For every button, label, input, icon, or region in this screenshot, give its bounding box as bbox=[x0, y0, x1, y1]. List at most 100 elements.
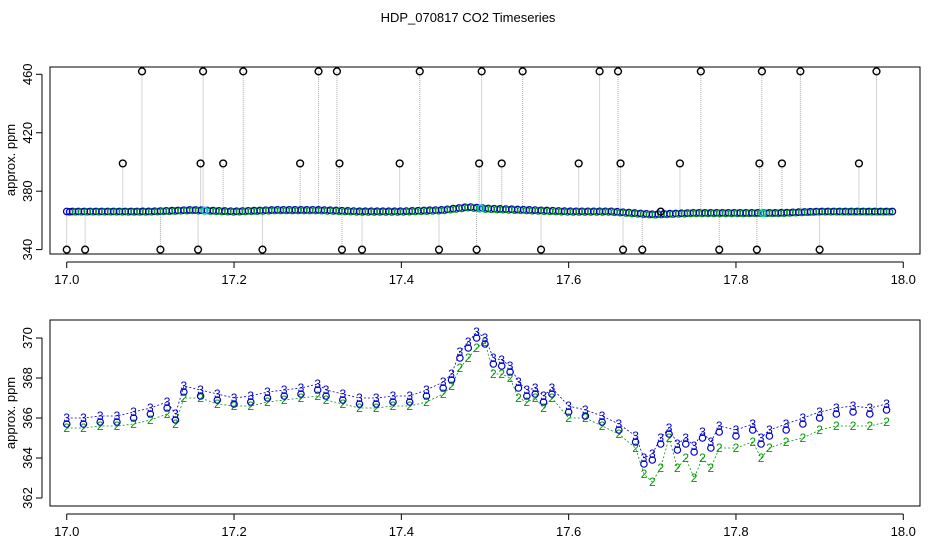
series-2-point: 2 bbox=[766, 441, 773, 455]
series-2-point: 2 bbox=[147, 413, 154, 427]
series-3-point: 3 bbox=[582, 403, 589, 417]
series-3-point: 3 bbox=[515, 375, 522, 389]
series-2-point: 2 bbox=[197, 391, 204, 405]
series-2-point: 2 bbox=[390, 399, 397, 413]
series-3-point: 3 bbox=[339, 387, 346, 401]
series-2-point: 2 bbox=[264, 395, 271, 409]
outlier-point bbox=[332, 67, 342, 76]
series-3-circle bbox=[882, 406, 891, 414]
series-3-point: 3 bbox=[490, 351, 497, 365]
series-3-point: 3 bbox=[498, 353, 505, 367]
series-2-point: 2 bbox=[114, 419, 121, 433]
series-2-point: 2 bbox=[323, 393, 330, 407]
series-2-point: 2 bbox=[490, 367, 497, 381]
series-3-point: 3 bbox=[63, 411, 70, 425]
x-tick-label: 17.0 bbox=[54, 524, 79, 539]
series-3-circle bbox=[581, 412, 590, 420]
outlier-point bbox=[219, 159, 228, 168]
series-3-point: 3 bbox=[247, 389, 254, 403]
series-3-circle bbox=[163, 404, 171, 412]
series-3-point: 3 bbox=[850, 399, 857, 413]
series-3-point: 3 bbox=[465, 335, 472, 349]
series-2-point: 2 bbox=[582, 411, 589, 425]
series-3-point: 3 bbox=[666, 421, 673, 435]
series-2-line bbox=[66, 341, 887, 483]
series-3-circle bbox=[715, 428, 724, 436]
series-3-point: 3 bbox=[783, 417, 790, 431]
outlier-point bbox=[518, 67, 527, 76]
series-3-circle bbox=[681, 440, 690, 448]
series-3-point: 3 bbox=[457, 345, 464, 359]
top-y-axis-label: approx. ppm bbox=[3, 124, 18, 196]
y-tick-label: 460 bbox=[20, 63, 35, 85]
series-3-point: 3 bbox=[708, 435, 715, 449]
series-3-point: 3 bbox=[406, 389, 413, 403]
series-3-point: 3 bbox=[164, 395, 171, 409]
series-3-point: 3 bbox=[423, 383, 430, 397]
series-3-circle bbox=[631, 438, 640, 446]
series-2-point: 2 bbox=[716, 441, 723, 455]
series-3-circle bbox=[506, 368, 514, 376]
series-3-circle bbox=[514, 384, 523, 392]
series-2-point: 2 bbox=[649, 475, 656, 489]
series-3-point: 3 bbox=[356, 391, 363, 405]
series-2-point: 2 bbox=[758, 451, 765, 465]
series-3-point: 3 bbox=[482, 331, 489, 345]
outlier-point bbox=[193, 245, 203, 254]
x-tick-label: 17.8 bbox=[723, 272, 748, 287]
series-3-circle bbox=[456, 354, 464, 362]
series-3-circle bbox=[472, 334, 481, 342]
series-3-point: 3 bbox=[766, 423, 773, 437]
series-3-point: 3 bbox=[699, 425, 706, 439]
outlier-point bbox=[696, 67, 705, 76]
series-3-point: 3 bbox=[800, 411, 807, 425]
series-3-circle bbox=[640, 460, 648, 468]
series-2-point: 2 bbox=[540, 401, 547, 415]
x-tick-label: 17.2 bbox=[221, 524, 246, 539]
x-tick-label: 17.8 bbox=[723, 524, 748, 539]
series-2-point: 2 bbox=[406, 399, 413, 413]
outlier-point bbox=[796, 67, 805, 76]
series-3-circle bbox=[782, 426, 790, 434]
series-3-circle bbox=[171, 416, 180, 424]
x-tick-label: 17.6 bbox=[556, 524, 581, 539]
series-3-point: 3 bbox=[641, 451, 648, 465]
series-2-point: 2 bbox=[749, 435, 756, 449]
series-3-circle bbox=[230, 400, 238, 408]
series-3-circle bbox=[832, 410, 841, 418]
series-2-point: 2 bbox=[866, 419, 873, 433]
series-2-point: 2 bbox=[97, 419, 104, 433]
series-3-circle bbox=[113, 418, 121, 426]
series-2-point: 2 bbox=[733, 441, 740, 455]
series-3-circle bbox=[297, 390, 305, 398]
top-panel-frame bbox=[49, 66, 921, 255]
series-2-point: 2 bbox=[130, 417, 137, 431]
series-3-point: 3 bbox=[130, 405, 137, 419]
series-3-point: 3 bbox=[816, 405, 823, 419]
series-3-point: 3 bbox=[373, 391, 380, 405]
outlier-point bbox=[574, 159, 583, 168]
series-3-circle bbox=[698, 434, 707, 442]
x-tick-label: 17.0 bbox=[54, 272, 79, 287]
series-3-point: 3 bbox=[197, 383, 204, 397]
series-3-point: 3 bbox=[314, 377, 321, 391]
y-tick-label: 340 bbox=[20, 239, 35, 261]
x-tick-label: 18.0 bbox=[891, 272, 916, 287]
y-tick-label: 366 bbox=[20, 407, 35, 429]
outlier-point bbox=[872, 67, 881, 76]
series-3-circle bbox=[447, 376, 456, 384]
figure-title: HDP_070817 CO2 Timeseries bbox=[381, 10, 556, 25]
series-3-circle bbox=[799, 420, 807, 428]
series-3-circle bbox=[564, 408, 573, 416]
series-3-circle bbox=[757, 440, 765, 448]
series-3-point: 3 bbox=[281, 383, 288, 397]
outlier-point bbox=[239, 67, 248, 76]
series-3-circle bbox=[196, 392, 205, 400]
series-2-point: 2 bbox=[708, 461, 715, 475]
outlier-point bbox=[62, 245, 71, 254]
series-3-circle bbox=[313, 386, 322, 394]
baseline-point bbox=[885, 207, 894, 216]
series-2-point: 2 bbox=[423, 395, 430, 409]
outlier-point bbox=[656, 207, 665, 216]
series-2-point: 2 bbox=[172, 417, 179, 431]
